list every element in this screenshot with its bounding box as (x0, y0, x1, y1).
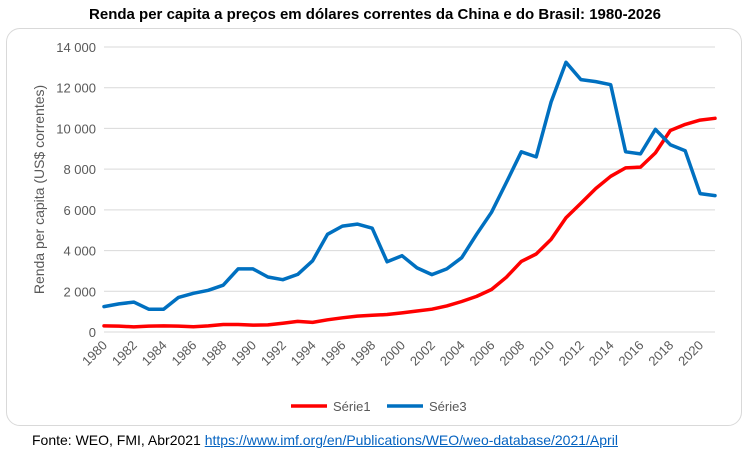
x-tick-label: 1990 (228, 338, 259, 369)
x-tick-label: 2018 (645, 338, 676, 369)
y-tick-label: 10 000 (56, 121, 96, 136)
y-tick-label: 14 000 (56, 40, 96, 55)
source-prefix: Fonte: WEO, FMI, Abr2021 (32, 432, 205, 448)
x-tick-label: 1992 (258, 338, 289, 369)
x-tick-label: 1996 (318, 338, 349, 369)
x-tick-label: 1980 (79, 338, 110, 369)
source-link[interactable]: https://www.imf.org/en/Publications/WEO/… (204, 432, 618, 448)
x-tick-label: 2012 (556, 338, 587, 369)
chart-frame (6, 28, 742, 426)
x-tick-label: 2020 (675, 338, 706, 369)
x-tick-label: 2016 (616, 338, 647, 369)
y-tick-label: 12 000 (56, 81, 96, 96)
legend-label-1: Série1 (333, 399, 371, 414)
chart-title: Renda per capita a preços em dólares cor… (89, 6, 661, 23)
y-tick-label: 2 000 (63, 284, 96, 299)
y-tick-label: 8 000 (63, 162, 96, 177)
x-tick-label: 2014 (586, 338, 617, 369)
x-tick-label: 2008 (496, 338, 527, 369)
line-chart: 0 2 000 4 000 6 000 8 000 10 000 12 000 14 000 1… (31, 40, 717, 414)
y-tick-label: 4 000 (63, 244, 96, 259)
x-tick-label: 2000 (377, 338, 408, 369)
series-line-1 (102, 116, 717, 329)
x-tick-label: 1988 (198, 338, 229, 369)
series-line-2 (102, 60, 717, 311)
x-tick-label: 2006 (467, 338, 498, 369)
x-tick-label: 1984 (139, 338, 170, 369)
x-tick-label: 1998 (347, 338, 378, 369)
x-tick-label: 2004 (437, 338, 468, 369)
x-tick-label: 1986 (168, 338, 199, 369)
x-tick-label: 1994 (288, 338, 319, 369)
source-line: Fonte: WEO, FMI, Abr2021 https://www.imf… (32, 432, 618, 448)
y-axis-title: Renda per capita (US$ correntes) (31, 85, 47, 294)
x-tick-label: 1982 (109, 338, 140, 369)
y-tick-label: 6 000 (63, 203, 96, 218)
x-tick-label: 2002 (407, 338, 438, 369)
legend-label-2: Série3 (429, 399, 467, 414)
x-tick-label: 2010 (526, 338, 557, 369)
y-tick-label: 0 (89, 325, 96, 340)
